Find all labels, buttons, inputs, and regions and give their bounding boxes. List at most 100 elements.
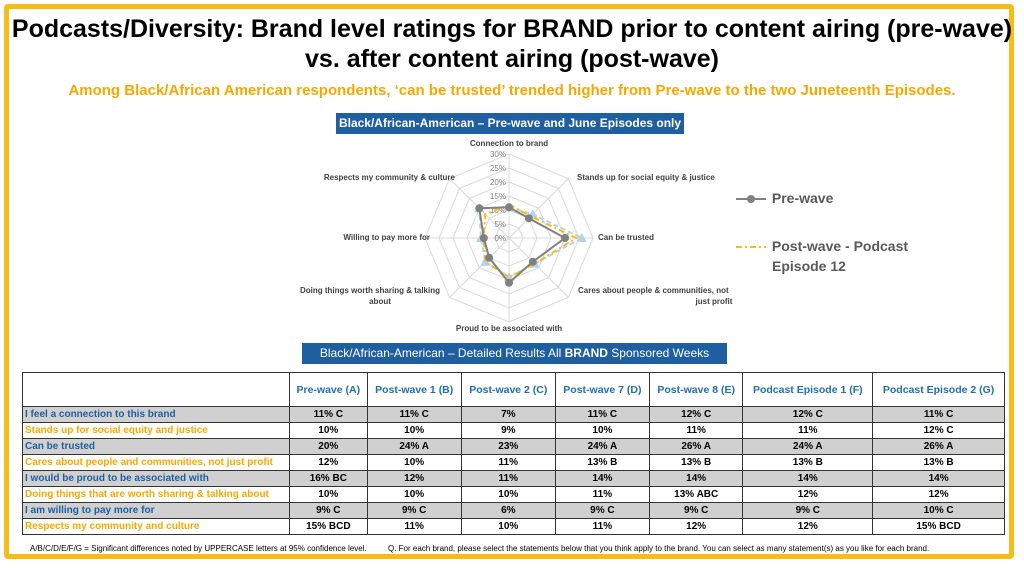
table-banner-suffix: Sponsored Weeks [607,346,710,360]
table-cell: 11% C [554,406,650,423]
table-cell: 12% [366,470,462,487]
table-cell: 13% B [872,454,1005,471]
table-cell: 26% A [648,438,744,455]
column-header: Post-wave 7 (D) [554,372,650,407]
table-cell: 11% [742,422,874,439]
tick-label: 30% [490,150,506,159]
data-point [524,214,533,223]
legend-postwave: Post-wave - Podcast Episode 12 [736,236,908,276]
table-cell: 11% C [289,406,368,423]
column-header: Post-wave 2 (C) [460,372,556,407]
results-table: Pre-wave (A) Post-wave 1 (B) Post-wave 2 (… [22,372,1005,535]
axis-spoke [449,237,510,298]
table-cell: 9% C [554,502,650,519]
table-row: I feel a connection to this brand 11% C 11… [22,406,1005,423]
table-cell: 9% C [742,502,874,519]
table-cell: 12% [742,518,874,535]
axis-spoke [508,178,569,239]
data-point [485,253,494,262]
row-label: Doing things that are worth sharing & ta… [22,486,290,503]
data-point [528,257,537,266]
column-header: Post-wave 8 (E) [648,372,744,407]
series-line [478,206,567,285]
tick-label: 0% [494,234,506,243]
table-banner: Black/African-American – Detailed Result… [302,343,727,364]
row-label: I feel a connection to this brand [22,406,290,423]
table-cell: 11% [648,422,744,439]
table-cell: 14% [872,470,1005,487]
column-header [22,372,290,407]
legend-postwave-marker [736,246,766,249]
row-label: Stands up for social equity and justice [22,422,290,439]
footnote-significance: A/B/C/D/E/F/G = Significant differences … [30,544,367,553]
axis-label: Willing to pay more for [343,233,430,242]
tick-label: 25% [490,164,506,173]
chart-banner: Black/African-American – Pre-wave and Ju… [336,113,684,134]
table-cell: 9% C [289,502,368,519]
table-row: I would be proud to be associated with 16… [22,470,1005,487]
data-point [479,234,488,242]
tick-label: 20% [490,178,506,187]
data-point [561,234,569,242]
column-header: Post-wave 1 (B) [366,372,462,407]
table-cell: 23% [460,438,556,455]
column-header: Pre-wave (A) [289,372,368,407]
table-cell: 6% [460,502,556,519]
data-point [505,278,513,287]
tick-label: 10% [490,206,506,215]
table-cell: 15% BCD [289,518,368,535]
table-cell: 12% [648,518,744,535]
table-cell: 10% [289,486,368,503]
table-cell: 14% [648,470,744,487]
table-banner-prefix: Black/African-American – Detailed Result… [319,346,565,360]
column-header: Podcast Episode 1 (F) [742,372,874,407]
table-row: Doing things that are worth sharing & ta… [22,486,1005,503]
row-label: I am willing to pay more for [22,502,290,519]
table-cell: 9% [460,422,556,439]
tick-label: 15% [490,192,506,201]
table-cell: 13% B [554,454,650,471]
table-cell: 12% [742,486,874,503]
table-cell: 11% [366,518,462,535]
axis-label: Can be trusted [598,233,654,242]
table-cell: 13% B [742,454,874,471]
table-cell: 12% C [648,406,744,423]
table-cell: 9% C [648,502,744,519]
legend-prewave-label: Pre-wave [771,190,834,206]
table-cell: 20% [289,438,368,455]
table-row: I am willing to pay more for 9% C 9% C 6% 9%… [22,502,1005,519]
table-cell: 11% [460,470,556,487]
table-cell: 9% C [366,502,462,519]
table-cell: 10% [460,518,556,535]
table-row: Stands up for social equity and justice 1… [22,422,1005,439]
table-cell: 10% [366,454,462,471]
table-cell: 13% ABC [648,486,744,503]
table-cell: 11% C [872,406,1005,423]
table-cell: 12% C [872,422,1005,439]
row-label: Can be trusted [22,438,290,455]
table-row: Cares about people and communities, not … [22,454,1005,471]
axis-label: Stands up for social equity & justice [577,173,715,182]
axis-label: Doing things worth sharing & talking abou… [300,286,440,306]
axis-label: Cares about people & communities, not jus… [578,286,733,306]
table-cell: 14% [554,470,650,487]
table-cell: 10% [366,422,462,439]
table-cell: 13% B [648,454,744,471]
table-cell: 15% BCD [872,518,1005,535]
table-row: Can be trusted 20% 24% A 23% 24% A 26% A 24% A… [22,438,1005,455]
footnote-question: Q. For each brand, please select the sta… [388,544,930,553]
table-cell: 7% [460,406,556,423]
table-cell: 11% C [366,406,462,423]
table-cell: 12% [872,486,1005,503]
data-point [576,233,587,242]
axis-label: Connection to brand [470,139,548,148]
tick-label: 5% [494,220,506,229]
table-banner-bold: BRAND [564,346,608,360]
table-row: Respects my community and culture 15% BCD… [22,518,1005,535]
row-label: Respects my community and culture [22,518,290,535]
table-cell: 11% [460,454,556,471]
table-cell: 10% [460,486,556,503]
table-cell: 12% C [742,406,874,423]
slide-title: Podcasts/Diversity: Brand level ratings … [11,15,1013,73]
